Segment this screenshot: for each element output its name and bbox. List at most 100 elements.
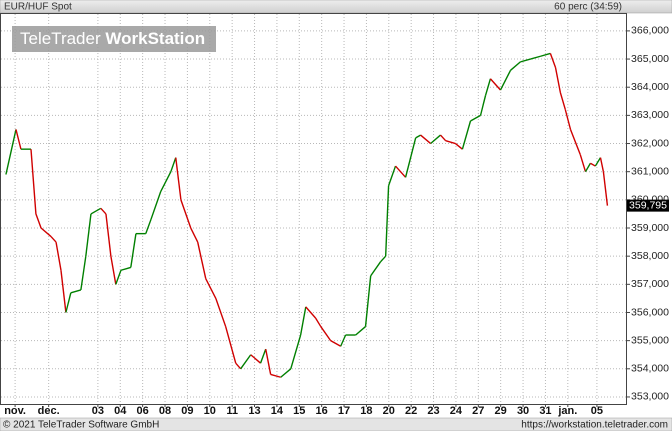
price-segment (470, 114, 481, 122)
last-value-label: 359,795 (629, 199, 667, 211)
x-tick-label: 29 (495, 405, 507, 417)
price-segment (120, 266, 131, 271)
x-tick-label: 18 (360, 405, 372, 417)
x-tick-label: 23 (427, 405, 439, 417)
price-segment (445, 140, 456, 145)
x-tick-label: 15 (293, 405, 305, 417)
watermark-product: WorkStation (105, 29, 205, 48)
price-segment (150, 191, 162, 220)
price-segment (215, 298, 227, 327)
price-segment (205, 278, 217, 299)
x-tick-label: 31 (539, 405, 551, 417)
price-segment (40, 227, 52, 237)
price-segment (35, 213, 42, 229)
price-segment (160, 171, 172, 192)
chart-subtitle: 60 perc (34:59) (554, 2, 622, 13)
price-segment (90, 207, 102, 215)
price-segment (340, 334, 347, 347)
x-tick-label: 30 (517, 405, 529, 417)
price-segment (55, 241, 62, 271)
price-segment (105, 213, 112, 257)
price-segment (520, 58, 531, 63)
price-segment (240, 354, 252, 370)
price-segment (364, 275, 372, 327)
y-tick-label: 353,000 (631, 391, 669, 403)
x-tick-label: jan. (557, 405, 577, 417)
price-segment (197, 241, 207, 279)
price-segment (439, 134, 447, 142)
price-segment (564, 109, 572, 130)
price-segment (315, 317, 322, 327)
price-segment (549, 53, 557, 68)
price-segment (455, 142, 463, 150)
y-tick-label: 365,000 (631, 53, 669, 65)
price-segment (510, 61, 521, 71)
price-segment (602, 171, 609, 206)
price-segment (190, 227, 199, 243)
price-segment (60, 270, 67, 313)
watermark-brand: TeleTrader (20, 29, 101, 48)
x-tick-label: 20 (383, 405, 395, 417)
price-segment (15, 129, 22, 150)
price-segment (579, 154, 587, 172)
price-segment (290, 334, 302, 369)
price-segment (584, 162, 592, 173)
price-segment (430, 134, 441, 145)
price-segment (50, 235, 57, 243)
plot-area (1, 14, 626, 404)
price-segment (280, 368, 292, 378)
x-tick-label: 03 (92, 405, 104, 417)
price-segment (599, 157, 605, 172)
price-segment (380, 255, 387, 263)
x-tick-label: nov. (4, 405, 26, 417)
price-segment (559, 92, 567, 110)
price-segment (110, 256, 117, 285)
x-tick-label: 04 (114, 405, 127, 417)
price-segment (387, 165, 397, 187)
y-tick-label: 366,000 (631, 25, 669, 37)
x-tick-label: 22 (405, 405, 417, 417)
price-segment (461, 120, 472, 150)
price-segment (270, 373, 281, 378)
y-tick-label: 357,000 (631, 278, 669, 290)
last-value-box (627, 199, 669, 212)
price-segment (250, 354, 262, 364)
price-segment (180, 199, 192, 229)
price-segment (70, 289, 82, 294)
x-tick-label: 16 (316, 405, 328, 417)
x-tick-label: 06 (137, 405, 149, 417)
price-segment (384, 185, 390, 257)
y-tick-label: 356,000 (631, 306, 669, 318)
price-segment (259, 348, 267, 364)
price-segment (569, 129, 582, 156)
chart-title: EUR/HUF Spot (4, 2, 72, 13)
price-segment (265, 348, 272, 375)
y-tick-label: 361,000 (631, 165, 669, 177)
x-tick-label: 09 (181, 405, 193, 417)
price-segment (80, 256, 87, 291)
y-tick-label: 358,000 (631, 250, 669, 262)
x-tick-label: 05 (591, 405, 603, 417)
watermark: TeleTrader WorkStation (20, 29, 205, 48)
x-tick-label: 08 (159, 405, 171, 417)
x-tick-label: 14 (271, 405, 284, 417)
x-tick-label: dec. (38, 405, 60, 417)
price-segment (299, 306, 307, 336)
plot-frame (0, 13, 627, 405)
y-tick-label: 359,000 (631, 222, 669, 234)
price-segment (420, 134, 432, 145)
price-segment (5, 129, 17, 175)
price-segment (65, 292, 72, 313)
price-segment (355, 326, 366, 336)
price-segment (235, 362, 242, 370)
price-segment (484, 78, 492, 96)
y-tick-label: 363,000 (631, 109, 669, 121)
price-segment (489, 78, 501, 91)
price-segment (530, 55, 541, 60)
y-tick-label: 355,000 (631, 334, 669, 346)
price-segment (415, 134, 421, 139)
price-segment (330, 340, 342, 347)
price-segment (554, 67, 562, 93)
x-tick-label: 11 (226, 405, 238, 417)
price-segment (115, 270, 122, 285)
